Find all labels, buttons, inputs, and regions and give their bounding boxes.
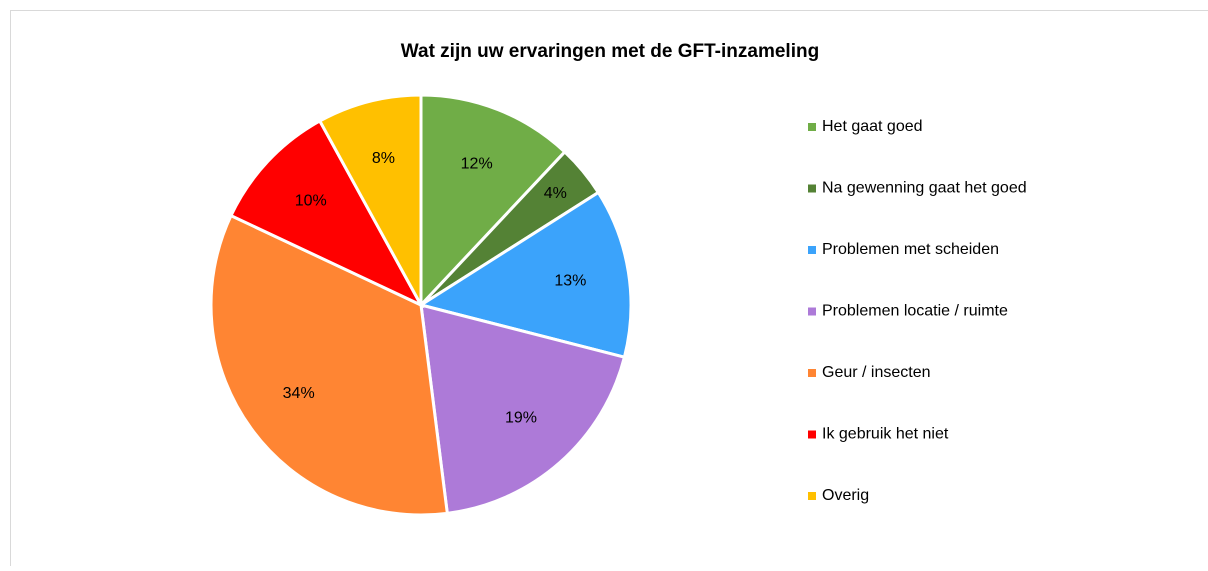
data-label: 4% bbox=[544, 185, 567, 202]
chart-title: Wat zijn uw ervaringen met de GFT-inzame… bbox=[401, 41, 819, 62]
legend-swatch bbox=[808, 431, 816, 439]
legend-swatch bbox=[808, 123, 816, 131]
legend-swatch bbox=[808, 492, 816, 500]
legend-swatch bbox=[808, 369, 816, 377]
legend-swatch bbox=[808, 185, 816, 193]
legend-swatch bbox=[808, 308, 816, 316]
data-label: 13% bbox=[554, 273, 586, 290]
legend-label: Het gaat goed bbox=[822, 118, 923, 135]
data-label: 12% bbox=[461, 156, 493, 173]
data-label: 10% bbox=[295, 193, 327, 210]
data-label: 19% bbox=[505, 410, 537, 427]
data-label: 8% bbox=[372, 150, 395, 167]
legend-swatch bbox=[808, 246, 816, 254]
legend-label: Ik gebruik het niet bbox=[822, 426, 949, 443]
legend-label: Geur / insecten bbox=[822, 364, 931, 381]
legend-label: Na gewenning gaat het goed bbox=[822, 180, 1027, 197]
legend-label: Overig bbox=[822, 487, 869, 504]
legend-label: Problemen met scheiden bbox=[822, 241, 999, 258]
legend-label: Problemen locatie / ruimte bbox=[822, 303, 1008, 320]
data-label: 34% bbox=[283, 385, 315, 402]
